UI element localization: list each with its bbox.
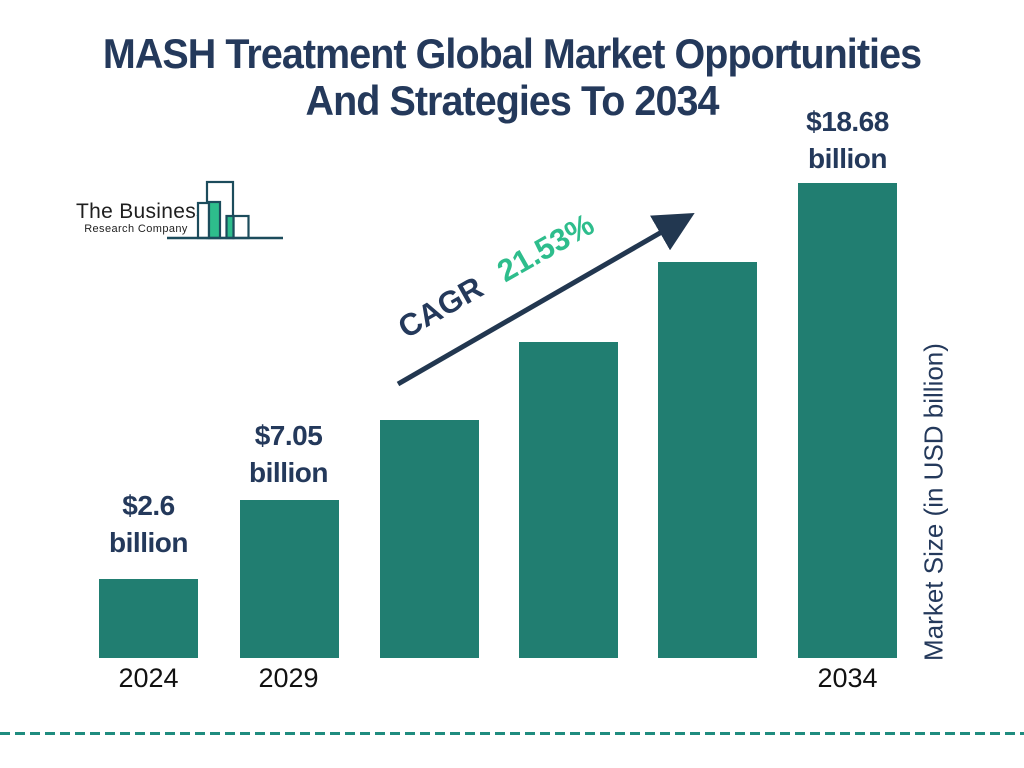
page-title: MASH Treatment Global Market Opportuniti… xyxy=(31,30,994,124)
bar-2024 xyxy=(99,579,198,658)
cagr-value: 21.53% xyxy=(491,206,600,289)
company-logo-subname: Research Company xyxy=(84,223,188,235)
bottom-dashed-divider xyxy=(0,732,1024,735)
page-title-line2: And Strategies To 2034 xyxy=(305,77,719,124)
x-axis-label-2029: 2029 xyxy=(258,663,319,693)
x-axis-label-2024: 2024 xyxy=(118,663,179,693)
value-label-2024: $2.6 billion xyxy=(78,487,219,561)
value-label-2034: $18.68 billion xyxy=(777,103,918,177)
bar-intermediate-1 xyxy=(380,420,479,658)
bar-intermediate-2 xyxy=(519,342,618,658)
value-label-2024-unit: billion xyxy=(109,527,188,558)
bar-2034 xyxy=(798,183,897,658)
cagr-label: CAGR xyxy=(392,269,489,346)
value-label-2034-unit: billion xyxy=(808,143,887,174)
value-label-2024-amount: $2.6 xyxy=(122,490,175,521)
value-label-2029-amount: $7.05 xyxy=(254,420,323,451)
bar-intermediate-3 xyxy=(658,262,757,658)
page-title-line1: MASH Treatment Global Market Opportuniti… xyxy=(102,30,922,77)
bar-chart-logo-icon xyxy=(167,180,283,240)
value-label-2029: $7.05 billion xyxy=(218,417,359,491)
company-logo-name: The Business xyxy=(76,200,207,223)
value-label-2034-amount: $18.68 xyxy=(806,106,889,137)
y-axis-title: Market Size (in USD billion) xyxy=(918,343,949,661)
cagr-annotation: CAGR 21.53% xyxy=(392,207,600,346)
x-axis-label-2034: 2034 xyxy=(817,663,878,693)
bar-2029 xyxy=(240,500,339,658)
company-logo-text: The Business Research Company xyxy=(76,200,207,236)
value-label-2029-unit: billion xyxy=(249,457,328,488)
